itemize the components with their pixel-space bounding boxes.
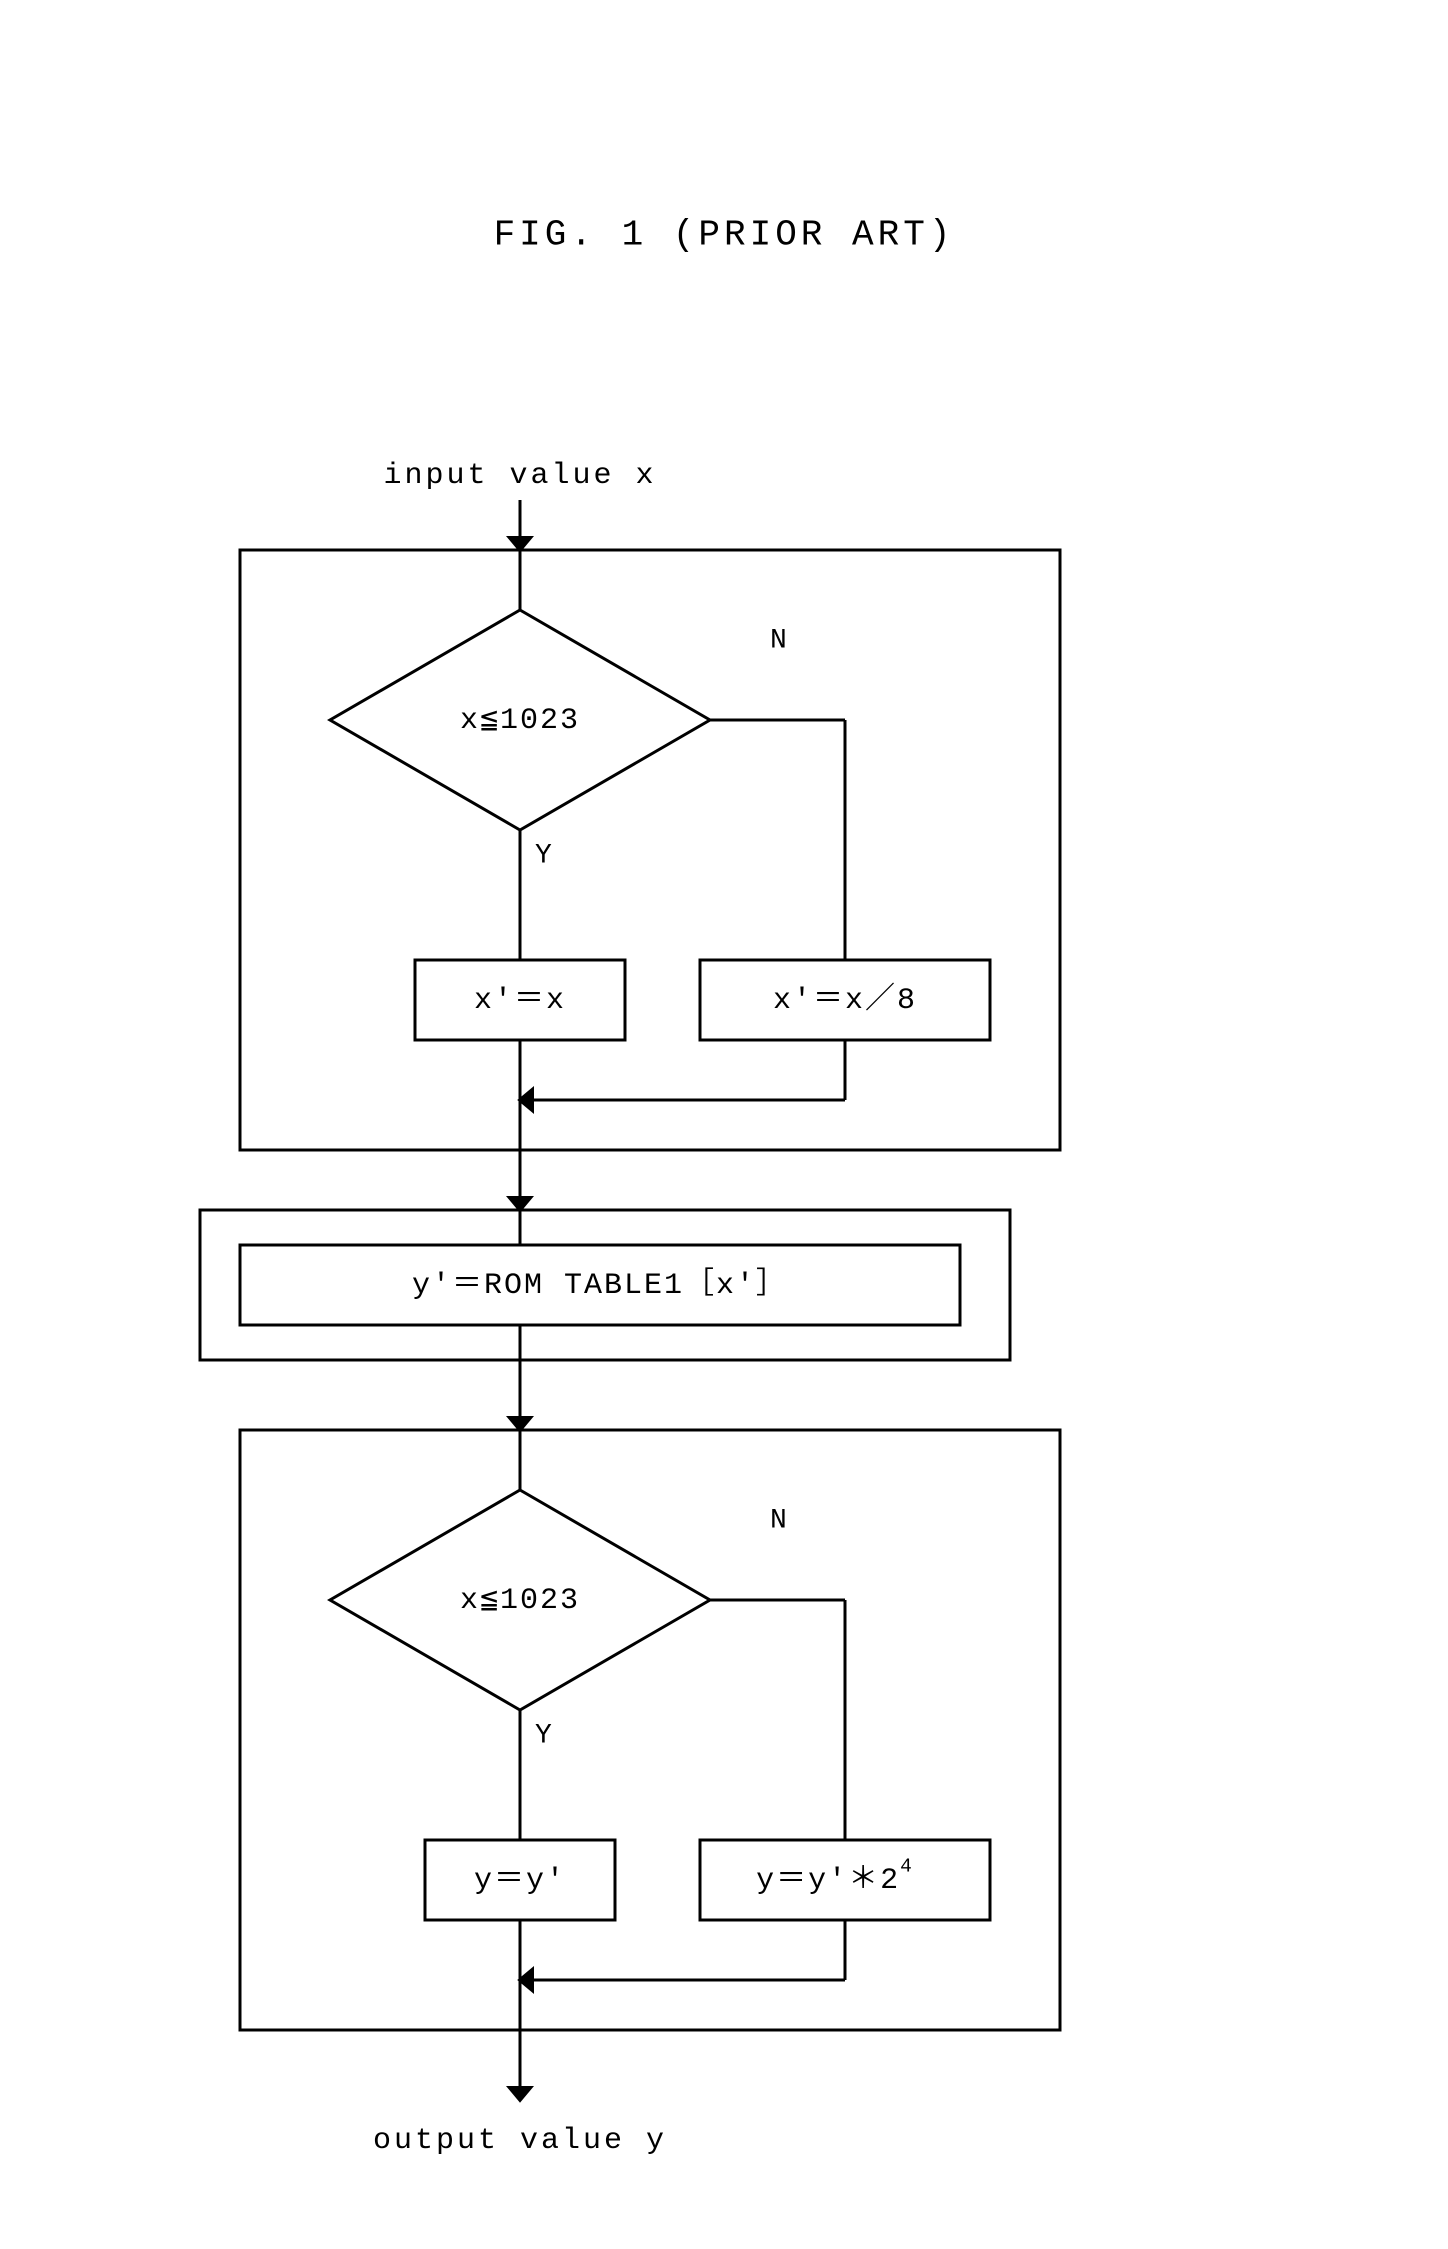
decision-1-no: N: [770, 625, 787, 656]
decision-2-text: x≦1023: [460, 1584, 580, 1618]
decision-2-yes: Y: [535, 1720, 552, 1751]
decision-1-text: x≦1023: [460, 704, 580, 738]
proc-rom-text: y'＝ROM TABLE1［x'］: [412, 1267, 788, 1303]
proc-y-eq-yp24-text: y＝y'＊24: [756, 1856, 914, 1898]
output-label: output value y: [373, 2124, 667, 2158]
proc-xp-eq-x8-text: x'＝x／8: [773, 983, 917, 1018]
proc-xp-eq-x-text: x'＝x: [474, 984, 566, 1018]
decision-1-yes: Y: [535, 840, 552, 871]
figure-title: FIG. 1 (PRIOR ART): [494, 215, 955, 256]
decision-2-no: N: [770, 1505, 787, 1536]
lower-block: [240, 1430, 1060, 2030]
proc-y-eq-yp-text: y＝y': [474, 1864, 566, 1898]
input-label: input value x: [383, 459, 656, 493]
upper-block: [240, 550, 1060, 1150]
arrow-head: [506, 2086, 534, 2103]
